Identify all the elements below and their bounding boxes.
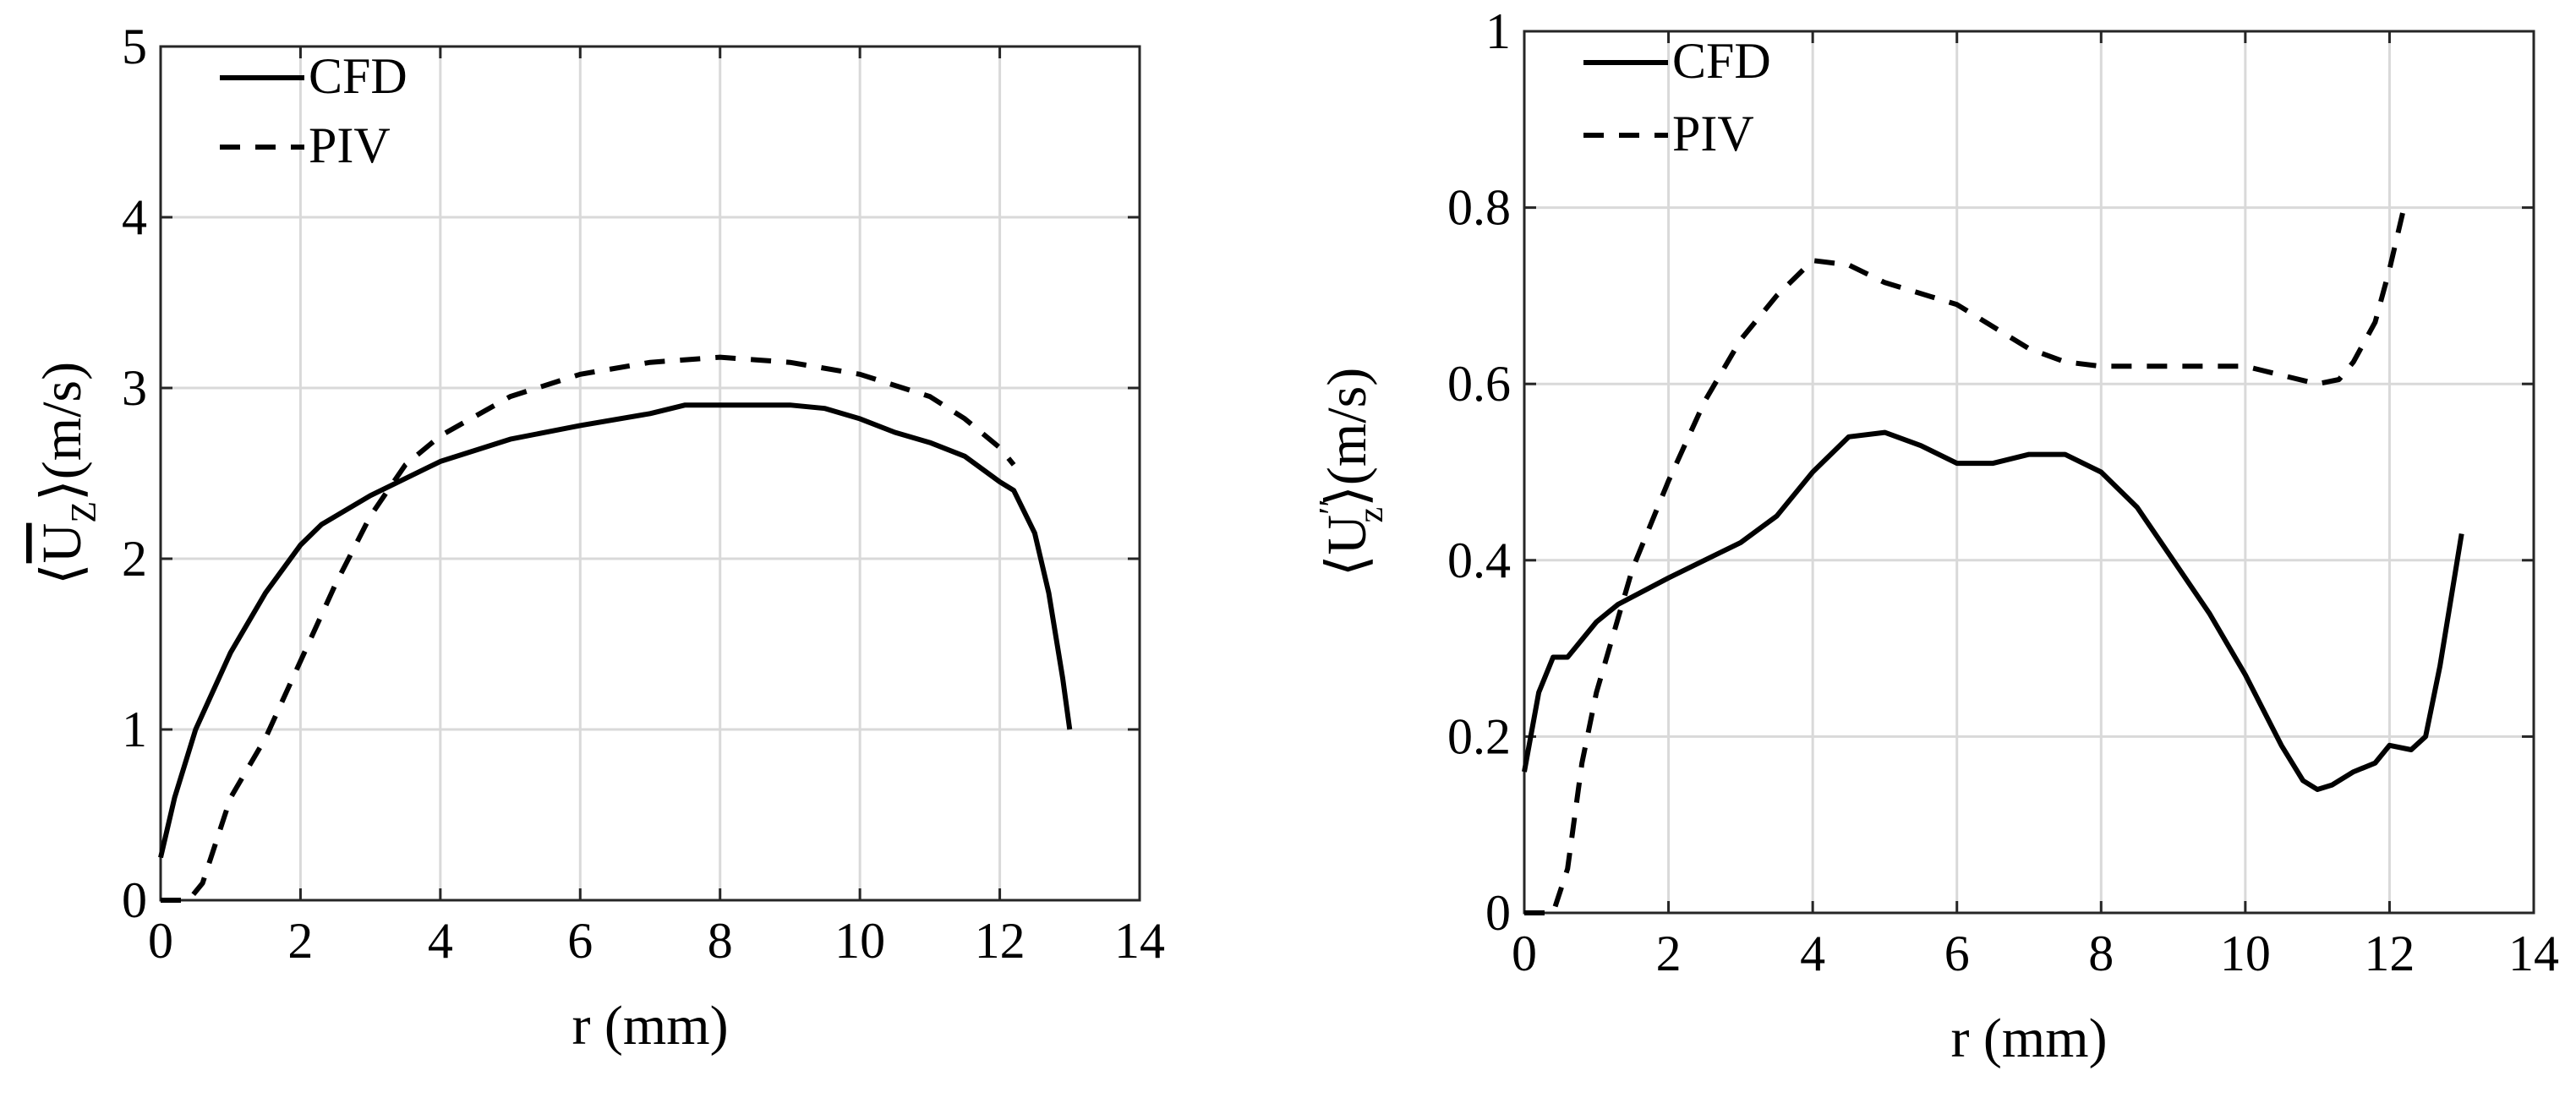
x-tick-label: 2 bbox=[1656, 926, 1682, 981]
x-axis-label: r (mm) bbox=[572, 995, 728, 1057]
x-tick-label: 2 bbox=[287, 913, 313, 969]
y-tick-label: 3 bbox=[122, 360, 147, 416]
x-tick-label: 6 bbox=[1944, 926, 1970, 981]
series-line-cfd bbox=[1522, 429, 2464, 792]
series-line-piv bbox=[1524, 206, 2407, 915]
x-tick-label: 8 bbox=[2088, 926, 2114, 981]
x-tick-label: 10 bbox=[834, 913, 885, 969]
x-tick-label: 4 bbox=[1800, 926, 1825, 981]
series-line-cfd bbox=[158, 402, 1073, 859]
y-axis-label: ⟨U′′z⟩(m/s) bbox=[1313, 368, 1391, 577]
y-tick-label: 0.8 bbox=[1447, 180, 1511, 236]
series-line-piv bbox=[161, 354, 1016, 903]
x-tick-label: 10 bbox=[2220, 926, 2271, 981]
legend-label-piv: PIV bbox=[309, 117, 391, 173]
x-tick-label: 14 bbox=[2508, 926, 2559, 981]
x-tick-label: 0 bbox=[1512, 926, 1537, 981]
plot-frame bbox=[1523, 30, 2535, 915]
x-tick-label: 12 bbox=[975, 913, 1025, 969]
y-tick-label: 1 bbox=[1485, 3, 1511, 59]
legend-label-cfd: CFD bbox=[309, 48, 407, 104]
y-tick-label: 0 bbox=[122, 872, 147, 928]
x-tick-label: 12 bbox=[2364, 926, 2415, 981]
y-tick-label: 5 bbox=[122, 19, 147, 74]
x-tick-label: 6 bbox=[567, 913, 593, 969]
y-tick-label: 0.2 bbox=[1447, 708, 1511, 764]
y-axis-label: ⟨UZ⟩(m/s) bbox=[31, 362, 104, 585]
y-tick-label: 0.4 bbox=[1447, 533, 1511, 588]
x-tick-label: 8 bbox=[708, 913, 733, 969]
x-axis-label: r (mm) bbox=[1950, 1008, 2107, 1069]
x-tick-label: 0 bbox=[148, 913, 173, 969]
plot-frame bbox=[159, 45, 1141, 902]
y-tick-label: 2 bbox=[122, 531, 147, 587]
legend-label-cfd: CFD bbox=[1672, 33, 1771, 89]
x-tick-label: 14 bbox=[1114, 913, 1165, 969]
legend-label-piv: PIV bbox=[1672, 106, 1754, 161]
x-tick-label: 4 bbox=[428, 913, 453, 969]
y-tick-label: 4 bbox=[122, 189, 147, 245]
chart-panel-2: 0 2 4 6 8 10 12 14 0 0.2 0.4 0.6 0.8 1 r (mm) ⟨U′′z⟩(m/… bbox=[1313, 3, 2559, 1069]
y-tick-label: 1 bbox=[122, 702, 147, 757]
y-tick-label: 0.6 bbox=[1447, 356, 1511, 412]
y-tick-label: 0 bbox=[1485, 885, 1511, 941]
